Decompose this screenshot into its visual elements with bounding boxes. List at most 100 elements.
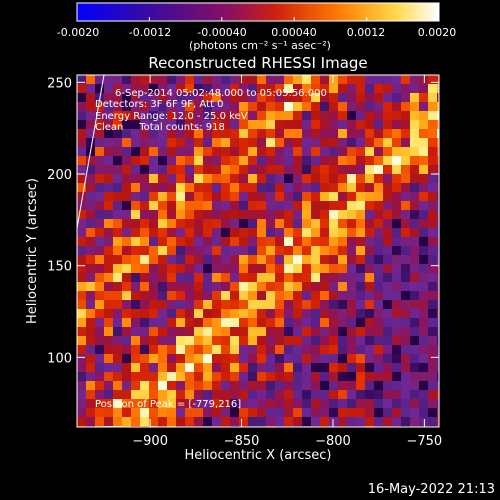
heatmap-cell: [167, 93, 177, 103]
heatmap-cell: [338, 219, 348, 229]
heatmap-cell: [167, 156, 177, 166]
heatmap-cell: [113, 399, 123, 409]
heatmap-cell: [131, 201, 141, 211]
heatmap-cell: [113, 192, 123, 202]
heatmap-cell: [158, 363, 168, 373]
heatmap-cell: [374, 219, 384, 229]
heatmap-cell: [428, 309, 438, 319]
heatmap-cell: [77, 345, 87, 355]
heatmap-cell: [221, 237, 231, 247]
heatmap-cell: [158, 93, 168, 103]
heatmap-cell: [383, 300, 393, 310]
heatmap-cell: [122, 210, 132, 220]
heatmap-cell: [356, 174, 366, 184]
heatmap-cell: [149, 381, 159, 391]
heatmap-cell: [131, 309, 141, 319]
heatmap-cell: [374, 417, 384, 427]
heatmap-cell: [194, 372, 204, 382]
heatmap-cell: [383, 75, 393, 85]
heatmap-cell: [104, 111, 114, 121]
heatmap-cell: [401, 84, 411, 94]
heatmap-cell: [365, 255, 375, 265]
heatmap-cell: [104, 246, 114, 256]
heatmap-cell: [266, 363, 276, 373]
footer-timestamp: 16-May-2022 21:13: [368, 482, 495, 497]
heatmap-cell: [275, 264, 285, 274]
heatmap-cell: [95, 228, 105, 238]
heatmap-cell: [284, 300, 294, 310]
heatmap-cell: [167, 120, 177, 130]
heatmap-cell: [158, 165, 168, 175]
heatmap-cell: [104, 354, 114, 364]
heatmap-cell: [257, 219, 267, 229]
heatmap-cell: [419, 300, 429, 310]
heatmap-cell: [149, 165, 159, 175]
heatmap-cell: [428, 75, 438, 85]
heatmap-cell: [194, 75, 204, 85]
heatmap-cell: [347, 327, 357, 337]
heatmap-cell: [419, 102, 429, 112]
heatmap-cell: [239, 354, 249, 364]
heatmap-cell: [248, 408, 258, 418]
heatmap-cell: [185, 219, 195, 229]
heatmap-cell: [239, 372, 249, 382]
heatmap-cell: [248, 120, 258, 130]
heatmap-cell: [329, 345, 339, 355]
heatmap-cell: [275, 156, 285, 166]
heatmap-cell: [437, 264, 439, 274]
heatmap-cell: [383, 336, 393, 346]
heatmap-cell: [293, 237, 303, 247]
heatmap-cell: [149, 300, 159, 310]
heatmap-cell: [284, 408, 294, 418]
heatmap-cell: [383, 183, 393, 193]
heatmap-cell: [437, 192, 439, 202]
heatmap-cell: [122, 246, 132, 256]
heatmap-cell: [113, 84, 123, 94]
heatmap-cell: [77, 219, 87, 229]
heatmap-cell: [410, 381, 420, 391]
heatmap-cell: [86, 390, 96, 400]
heatmap-cell: [230, 408, 240, 418]
heatmap-cell: [203, 381, 213, 391]
heatmap-cell: [221, 273, 231, 283]
heatmap-cell: [113, 219, 123, 229]
heatmap-cell: [347, 165, 357, 175]
heatmap-cell: [338, 363, 348, 373]
heatmap-cell: [338, 273, 348, 283]
heatmap-cell: [356, 120, 366, 130]
heatmap-cell: [248, 156, 258, 166]
heatmap-cell: [320, 138, 330, 148]
heatmap-cell: [437, 120, 439, 130]
heatmap-cell: [176, 201, 186, 211]
heatmap-cell: [149, 219, 159, 229]
heatmap-cell: [401, 228, 411, 238]
heatmap-cell: [401, 102, 411, 112]
heatmap-cell: [329, 354, 339, 364]
heatmap-cell: [149, 372, 159, 382]
heatmap-cell: [266, 183, 276, 193]
heatmap-cell: [347, 363, 357, 373]
heatmap-cell: [194, 192, 204, 202]
heatmap-cell: [311, 354, 321, 364]
heatmap-cell: [221, 408, 231, 418]
heatmap-cell: [140, 264, 150, 274]
heatmap-cell: [257, 138, 267, 148]
heatmap-cell: [257, 309, 267, 319]
heatmap-cell: [149, 408, 159, 418]
y-tick-label: 200: [47, 168, 72, 183]
heatmap-cell: [167, 165, 177, 175]
heatmap-cell: [275, 291, 285, 301]
heatmap-cell: [293, 219, 303, 229]
heatmap-cell: [95, 372, 105, 382]
heatmap-cell: [131, 210, 141, 220]
heatmap-cell: [428, 390, 438, 400]
heatmap-cell: [374, 201, 384, 211]
heatmap-cell: [221, 156, 231, 166]
heatmap-cell: [410, 291, 420, 301]
heatmap-cell: [122, 390, 132, 400]
heatmap-cell: [374, 165, 384, 175]
heatmap-cell: [338, 75, 348, 85]
heatmap-cell: [302, 84, 312, 94]
heatmap-cell: [212, 237, 222, 247]
heatmap-cell: [140, 372, 150, 382]
